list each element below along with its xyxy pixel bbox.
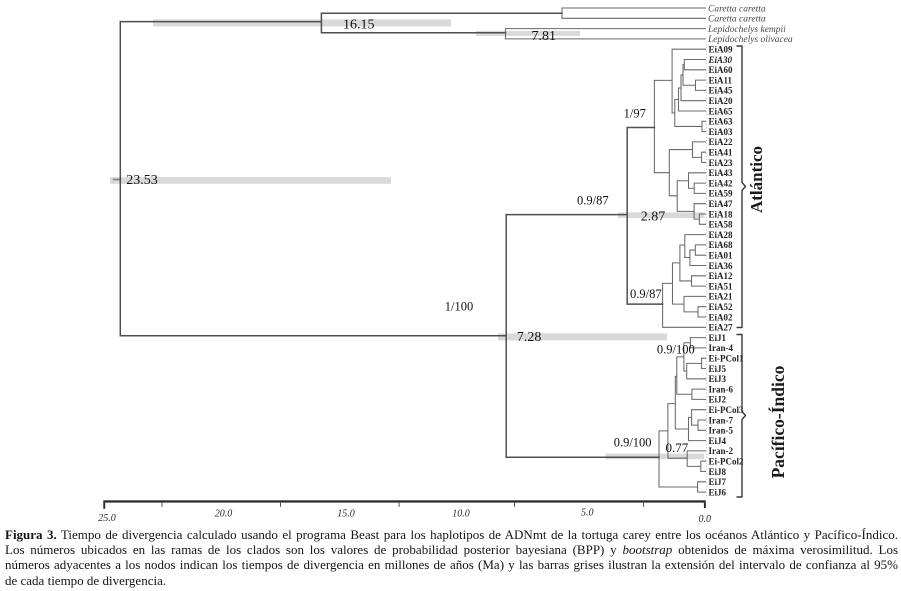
svg-text:15.0: 15.0 <box>337 508 355 519</box>
svg-text:Iran-7: Iran-7 <box>709 415 734 425</box>
svg-text:7.81: 7.81 <box>532 29 557 44</box>
svg-text:EiA52: EiA52 <box>709 302 734 312</box>
svg-text:0.9/100: 0.9/100 <box>657 343 695 357</box>
svg-text:10.0: 10.0 <box>452 508 470 519</box>
svg-text:0.77: 0.77 <box>666 440 689 455</box>
svg-text:EiJ8: EiJ8 <box>709 467 727 477</box>
svg-text:EiJ3: EiJ3 <box>709 374 727 384</box>
svg-text:EiA09: EiA09 <box>709 45 734 55</box>
svg-text:EiA42: EiA42 <box>709 178 734 188</box>
svg-text:EiA68: EiA68 <box>709 240 734 250</box>
svg-text:20.0: 20.0 <box>215 508 233 519</box>
svg-text:EiJ1: EiJ1 <box>709 333 727 343</box>
svg-text:5.0: 5.0 <box>581 508 594 519</box>
svg-text:Lepidochelys olivacea: Lepidochelys olivacea <box>707 35 793 45</box>
svg-text:Ei-PCol1: Ei-PCol1 <box>709 354 744 364</box>
svg-text:25.0: 25.0 <box>98 513 116 524</box>
svg-text:EiA63: EiA63 <box>709 117 734 127</box>
svg-text:EiA43: EiA43 <box>709 168 734 178</box>
svg-text:0.0: 0.0 <box>699 514 712 525</box>
svg-text:1/97: 1/97 <box>624 107 646 121</box>
svg-text:EiJ2: EiJ2 <box>709 395 727 405</box>
svg-text:EiA11: EiA11 <box>709 75 733 85</box>
svg-text:EiJ4: EiJ4 <box>709 436 727 446</box>
svg-text:23.53: 23.53 <box>126 173 158 188</box>
svg-text:EiA23: EiA23 <box>709 158 734 168</box>
svg-text:EiA28: EiA28 <box>709 230 734 240</box>
svg-text:0.9/87: 0.9/87 <box>630 287 662 301</box>
svg-text:Caretta caretta: Caretta caretta <box>708 4 766 14</box>
svg-text:Iran-2: Iran-2 <box>709 446 734 456</box>
svg-text:EiA02: EiA02 <box>709 312 734 322</box>
svg-text:EiA20: EiA20 <box>709 96 734 106</box>
svg-text:EiA27: EiA27 <box>709 323 734 333</box>
svg-text:Ei-PCol3: Ei-PCol3 <box>709 405 744 415</box>
svg-text:EiA51: EiA51 <box>709 281 734 291</box>
svg-text:EiA22: EiA22 <box>709 137 734 147</box>
svg-text:Lepidochelys kempii: Lepidochelys kempii <box>707 25 786 35</box>
svg-text:EiA18: EiA18 <box>709 209 734 219</box>
svg-text:EiJ6: EiJ6 <box>709 487 727 497</box>
svg-text:Caretta caretta: Caretta caretta <box>708 15 766 25</box>
svg-text:Ei-PCol2: Ei-PCol2 <box>709 457 744 467</box>
svg-text:Iran-4: Iran-4 <box>709 343 734 353</box>
svg-text:Pacífico-Índico: Pacífico-Índico <box>768 365 788 478</box>
svg-text:EiA58: EiA58 <box>709 220 734 230</box>
svg-text:EiA65: EiA65 <box>709 106 734 116</box>
svg-text:EiA36: EiA36 <box>709 261 734 271</box>
svg-text:EiA03: EiA03 <box>709 127 734 137</box>
svg-text:EiA47: EiA47 <box>709 199 734 209</box>
svg-text:0.9/87: 0.9/87 <box>577 194 609 208</box>
svg-text:16.15: 16.15 <box>343 17 375 32</box>
svg-text:EiA59: EiA59 <box>709 189 734 199</box>
svg-text:Atlántico: Atlántico <box>747 146 766 213</box>
svg-text:EiA60: EiA60 <box>709 65 734 75</box>
svg-text:EiJ5: EiJ5 <box>709 364 727 374</box>
svg-text:1/100: 1/100 <box>445 300 473 314</box>
svg-text:EiJ7: EiJ7 <box>709 477 727 487</box>
svg-text:Iran-5: Iran-5 <box>709 426 734 436</box>
svg-text:EiA21: EiA21 <box>709 292 734 302</box>
svg-text:EiA41: EiA41 <box>709 148 734 158</box>
svg-text:EiA12: EiA12 <box>709 271 734 281</box>
svg-text:7.28: 7.28 <box>517 330 542 345</box>
svg-text:EiA30: EiA30 <box>708 55 733 65</box>
svg-text:2.87: 2.87 <box>641 210 666 225</box>
svg-text:EiA45: EiA45 <box>709 86 734 96</box>
svg-text:EiA01: EiA01 <box>709 251 734 261</box>
svg-text:0.9/100: 0.9/100 <box>614 436 652 450</box>
svg-text:Iran-6: Iran-6 <box>709 384 734 394</box>
